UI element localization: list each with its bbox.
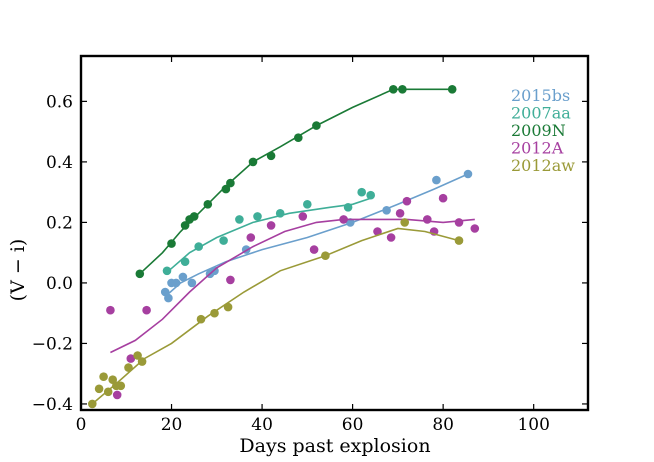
y-tick-label: 0.0 (46, 274, 73, 294)
legend-entry-2015bs: 2015bs (511, 86, 570, 105)
y-tick-label: 0.2 (46, 213, 73, 233)
data-point-2007aa (275, 209, 285, 218)
data-point-2012A (142, 305, 151, 315)
series-line-2015bs (166, 173, 469, 296)
data-point-2015bs (164, 293, 173, 303)
data-point-2007aa (343, 203, 353, 212)
data-point-2012A (339, 215, 348, 224)
data-point-2012A (106, 305, 115, 315)
legend-entry-2012aw: 2012aw (511, 156, 575, 175)
data-point-2012A (226, 275, 235, 285)
legend-entry-2009N: 2009N (511, 121, 566, 140)
data-point-2009N (266, 151, 276, 161)
series-line-2012A (110, 218, 475, 354)
data-point-2007aa (162, 266, 172, 276)
data-point-2007aa (303, 200, 312, 209)
data-point-2012aw (103, 387, 113, 397)
series-line-2009N (139, 88, 453, 275)
series-line-2012aw (91, 227, 460, 405)
data-point-2012aw (133, 351, 142, 360)
data-point-2012aw (137, 357, 147, 366)
data-point-2009N (180, 221, 190, 230)
data-point-2012aw (321, 251, 330, 260)
data-point-2009N (167, 239, 176, 248)
data-point-2015bs (346, 218, 355, 227)
x-tick-label: 80 (432, 415, 454, 435)
data-point-2007aa (235, 215, 244, 224)
data-point-2012aw (94, 384, 104, 394)
plot-frame (79, 54, 590, 412)
data-point-2007aa (219, 236, 228, 245)
data-point-2009N (447, 85, 457, 94)
data-point-2012aw (210, 308, 219, 318)
y-tick-label: −0.2 (32, 334, 73, 354)
series-2009N (135, 85, 457, 279)
data-point-2015bs (178, 272, 188, 282)
data-point-2007aa (194, 242, 203, 251)
series-2007aa (162, 187, 376, 276)
data-point-2009N (203, 200, 213, 209)
data-point-2007aa (366, 190, 376, 200)
data-point-2012A (112, 390, 122, 400)
data-point-2012aw (196, 314, 206, 324)
data-point-2007aa (357, 187, 367, 197)
data-point-2012A (386, 233, 396, 242)
data-point-2009N (294, 133, 303, 142)
data-point-2009N (312, 121, 321, 130)
x-tick-label: 100 (517, 415, 549, 435)
series-2015bs (160, 169, 473, 303)
series-2012aw (88, 218, 464, 409)
series-2012A (106, 193, 480, 400)
data-point-2009N (189, 212, 199, 221)
legend-entry-2007aa: 2007aa (511, 104, 571, 123)
x-tick-label: 40 (251, 415, 273, 435)
data-point-2007aa (180, 257, 190, 267)
series-line-2007aa (166, 197, 371, 273)
data-point-2012aw (99, 372, 108, 382)
y-tick-label: 0.4 (46, 153, 73, 173)
data-point-2012A (402, 196, 412, 206)
data-point-2012A (373, 227, 382, 236)
data-point-2009N (389, 85, 398, 94)
data-point-2012aw (400, 218, 410, 227)
data-point-2012A (395, 209, 405, 218)
x-tick-label: 60 (342, 415, 364, 435)
data-point-2015bs (382, 206, 391, 215)
data-point-2009N (226, 178, 235, 188)
data-point-2012aw (124, 363, 133, 372)
legend-entry-2012A: 2012A (511, 139, 564, 158)
data-point-2009N (135, 269, 145, 279)
data-point-2012A (423, 215, 432, 224)
data-point-2009N (248, 157, 258, 167)
data-point-2012aw (116, 381, 126, 391)
data-point-2012A (438, 193, 448, 203)
data-point-2012A (454, 218, 464, 227)
data-point-2012A (126, 354, 136, 363)
data-point-2012A (309, 245, 319, 254)
data-point-2012aw (88, 399, 97, 409)
data-point-2012A (246, 233, 256, 242)
data-point-2012aw (454, 236, 464, 245)
data-point-2015bs (171, 278, 181, 288)
x-tick-label: 20 (161, 415, 183, 435)
data-point-2015bs (463, 169, 473, 179)
data-point-2012A (298, 212, 308, 221)
data-point-2012A (266, 221, 276, 230)
x-axis-title: Days past explosion (239, 435, 430, 457)
y-tick-label: 0.6 (46, 92, 73, 112)
x-tick-label: 0 (76, 415, 87, 435)
data-point-2015bs (187, 278, 197, 288)
data-point-2009N (221, 184, 231, 194)
data-point-2009N (398, 85, 407, 94)
y-axis-title: (V − i) (7, 239, 29, 302)
data-point-2012aw (223, 302, 233, 312)
data-point-2007aa (253, 212, 262, 221)
y-tick-label: −0.4 (32, 395, 73, 415)
data-point-2012A (470, 224, 480, 233)
data-point-2015bs (432, 175, 441, 185)
